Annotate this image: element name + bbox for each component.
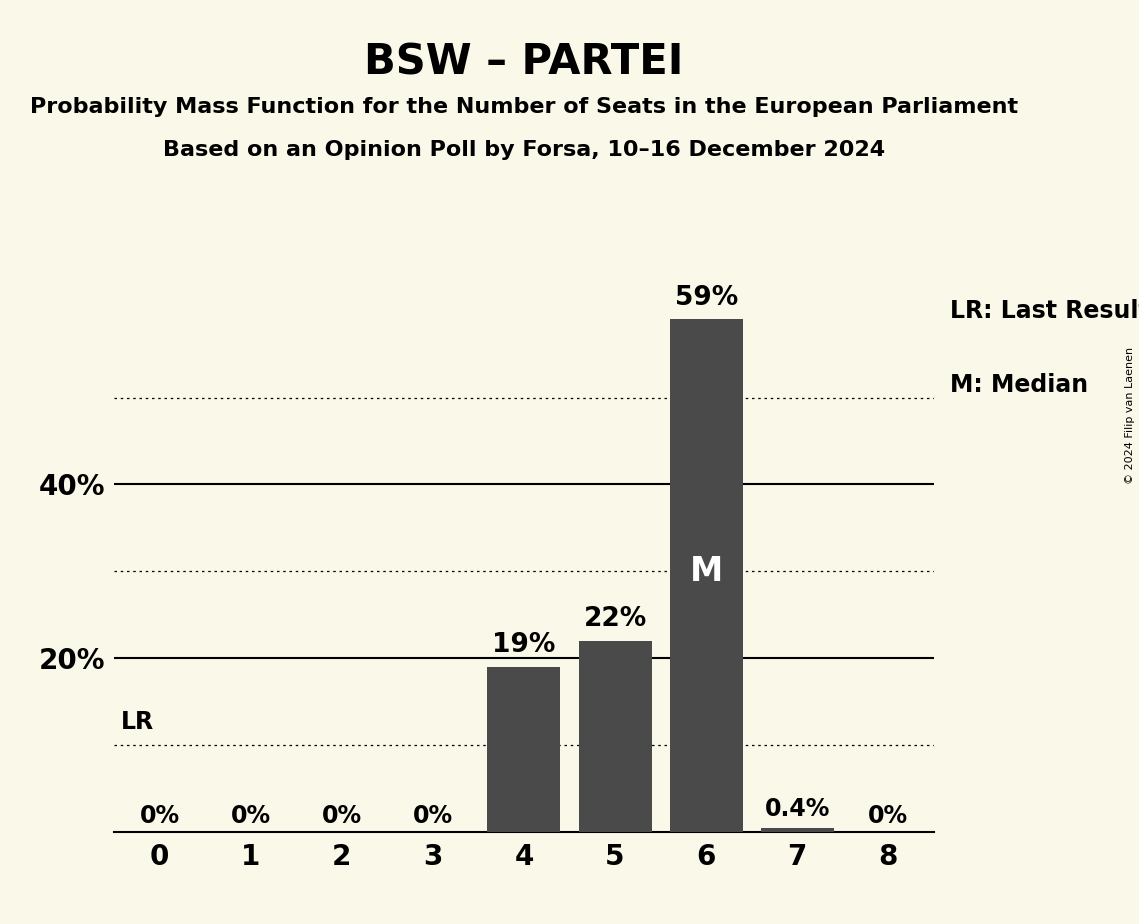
Text: 0.4%: 0.4% — [764, 797, 830, 821]
Text: Probability Mass Function for the Number of Seats in the European Parliament: Probability Mass Function for the Number… — [30, 97, 1018, 117]
Text: LR: Last Result: LR: Last Result — [950, 298, 1139, 322]
Text: 0%: 0% — [412, 804, 453, 828]
Bar — [761, 828, 834, 832]
Text: M: M — [689, 554, 723, 588]
Text: 0%: 0% — [321, 804, 362, 828]
Text: M: Median: M: Median — [950, 373, 1089, 397]
Text: BSW – PARTEI: BSW – PARTEI — [364, 42, 683, 83]
Text: 0%: 0% — [868, 804, 909, 828]
Text: LR: LR — [121, 711, 154, 735]
Text: 0%: 0% — [230, 804, 271, 828]
Text: Based on an Opinion Poll by Forsa, 10–16 December 2024: Based on an Opinion Poll by Forsa, 10–16… — [163, 140, 885, 161]
Text: © 2024 Filip van Laenen: © 2024 Filip van Laenen — [1125, 347, 1134, 484]
Bar — [579, 640, 652, 832]
Text: 19%: 19% — [492, 632, 556, 658]
Text: 59%: 59% — [674, 285, 738, 310]
Bar — [487, 667, 560, 832]
Text: 22%: 22% — [583, 606, 647, 632]
Text: 0%: 0% — [139, 804, 180, 828]
Bar — [670, 320, 743, 832]
